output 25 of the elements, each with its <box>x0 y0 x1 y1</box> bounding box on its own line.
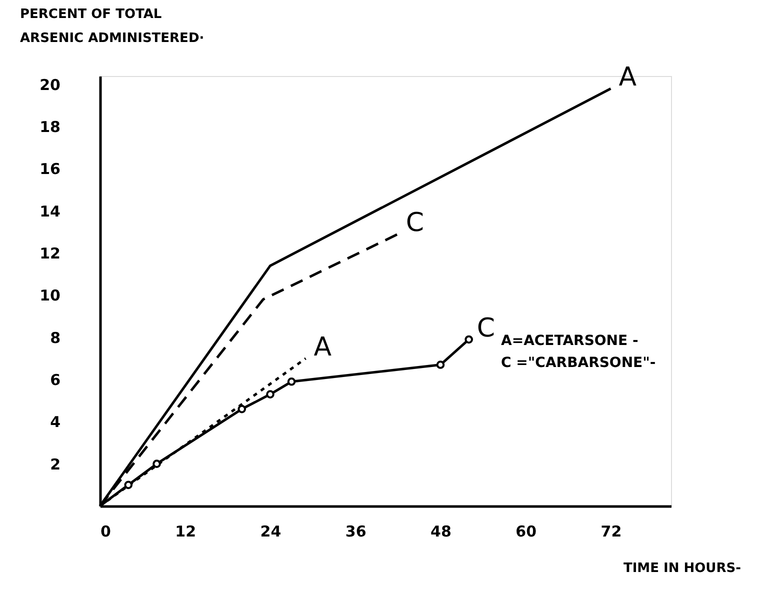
y-tick-label: 14 <box>40 202 60 220</box>
y-tick-label: 16 <box>40 160 60 178</box>
y-tick-label: 20 <box>40 76 60 94</box>
x-tick-label: 0 <box>100 522 111 540</box>
x-tick-label: 48 <box>430 522 452 540</box>
y-tick-label: 2 <box>50 455 60 474</box>
x-tick-label: 12 <box>175 522 196 540</box>
annotation: A=ACETARSONE - <box>501 333 638 349</box>
x-tick-label: 72 <box>600 522 622 540</box>
y-tick-label: 4 <box>50 413 60 432</box>
x-tick-label: 60 <box>516 522 537 540</box>
annotation: C ="CARBARSONE"- <box>501 355 656 371</box>
x-axis-title: TIME IN HOURS- <box>623 561 741 576</box>
series-label: C <box>406 208 424 238</box>
y-axis-title: PERCENT OF TOTAL ARSENIC ADMINISTERED· <box>20 7 204 46</box>
x-tick-label: 24 <box>260 522 282 540</box>
series-label: A <box>618 62 637 93</box>
series-label: A <box>314 332 332 362</box>
y-tick-label: 12 <box>40 244 60 263</box>
y-tick-label: 8 <box>50 328 60 347</box>
y-tick-label: 18 <box>40 118 60 136</box>
series-label: C <box>476 313 495 344</box>
y-tick-label: 10 <box>40 286 60 305</box>
y-tick-label: 6 <box>50 371 60 390</box>
x-tick-label: 36 <box>345 522 366 540</box>
